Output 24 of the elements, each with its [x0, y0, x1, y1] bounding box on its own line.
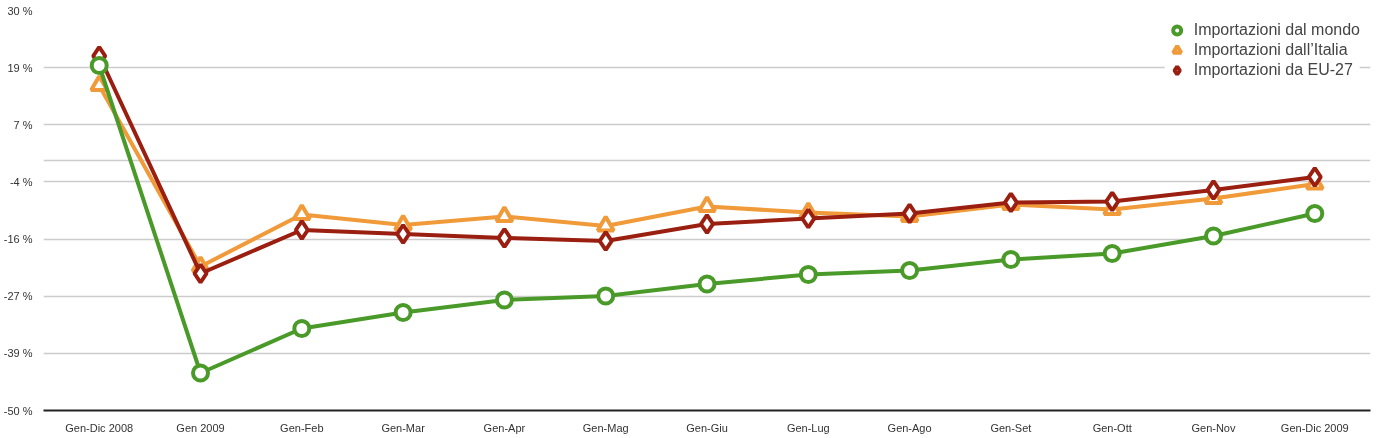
x-tick-label: Gen-Lug	[786, 421, 830, 434]
x-tick-label: Gen-Ott	[1092, 421, 1132, 434]
x-tick-label: Gen-Nov	[1191, 421, 1236, 434]
x-tick-label: Gen 2009	[176, 421, 225, 434]
y-tick-label: -27 %	[3, 290, 33, 303]
y-tick-label: 7 %	[13, 118, 33, 131]
x-tick-label: Gen-Dic 2009	[1280, 421, 1349, 434]
x-tick-label: Gen-Ago	[887, 421, 932, 434]
y-tick-label: 30 %	[7, 4, 33, 17]
x-tick-label: Gen-Mag	[582, 421, 629, 434]
x-tick-label: Gen-Giu	[686, 421, 728, 434]
x-tick-label: Gen-Dic 2008	[65, 421, 134, 434]
y-tick-label: -39 %	[3, 347, 33, 360]
legend-label: Importazioni dal mondo	[1193, 21, 1360, 39]
y-tick-label: -16 %	[3, 233, 33, 246]
legend-label: Importazioni dall’Italia	[1193, 41, 1348, 59]
legend-label: Importazioni da EU-27	[1193, 61, 1353, 79]
y-tick-label: -50 %	[3, 404, 33, 417]
x-tick-label: Gen-Mar	[381, 421, 426, 434]
x-tick-label: Gen-Feb	[280, 421, 324, 434]
y-tick-label: 19 %	[7, 61, 33, 74]
y-tick-label: -4 %	[9, 175, 33, 188]
x-tick-label: Gen-Apr	[483, 421, 526, 434]
x-tick-label: Gen-Set	[990, 421, 1032, 434]
